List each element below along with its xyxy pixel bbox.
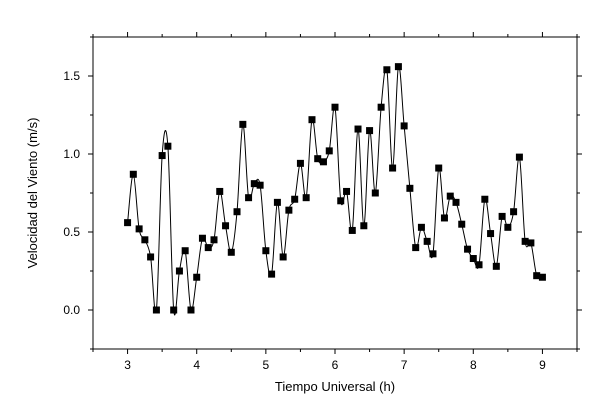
data-point bbox=[233, 208, 241, 216]
x-tick-label: 7 bbox=[401, 358, 408, 372]
data-point bbox=[147, 253, 155, 261]
data-point bbox=[210, 236, 218, 244]
data-point bbox=[325, 147, 333, 155]
data-point bbox=[412, 244, 420, 252]
x-tick-label: 5 bbox=[263, 358, 270, 372]
data-point bbox=[279, 253, 287, 261]
data-point bbox=[331, 103, 339, 111]
data-point bbox=[198, 234, 206, 242]
data-point bbox=[538, 273, 546, 281]
data-point bbox=[302, 194, 310, 202]
y-tick-label: 0.0 bbox=[63, 303, 80, 317]
data-markers bbox=[124, 63, 546, 314]
x-tick-label: 8 bbox=[470, 358, 477, 372]
data-point bbox=[487, 230, 495, 238]
data-point bbox=[533, 272, 541, 280]
data-point bbox=[458, 220, 466, 228]
data-point bbox=[204, 244, 212, 252]
data-point bbox=[245, 194, 253, 202]
data-point bbox=[521, 237, 529, 245]
data-point bbox=[452, 198, 460, 206]
data-point bbox=[515, 153, 523, 161]
data-point bbox=[417, 223, 425, 231]
data-point bbox=[268, 270, 276, 278]
data-point bbox=[377, 103, 385, 111]
x-tick-label: 3 bbox=[124, 358, 131, 372]
data-point bbox=[216, 187, 224, 195]
data-point bbox=[481, 195, 489, 203]
data-point bbox=[256, 181, 264, 189]
data-point bbox=[492, 262, 500, 270]
data-point bbox=[296, 159, 304, 167]
data-point bbox=[435, 164, 443, 172]
x-tick-label: 4 bbox=[193, 358, 200, 372]
data-point bbox=[343, 187, 351, 195]
data-point bbox=[273, 198, 281, 206]
data-point bbox=[389, 164, 397, 172]
data-point bbox=[383, 66, 391, 74]
data-point bbox=[510, 208, 518, 216]
data-point bbox=[135, 225, 143, 233]
data-point bbox=[360, 222, 368, 230]
data-point bbox=[394, 63, 402, 71]
data-point bbox=[181, 247, 189, 255]
data-point bbox=[423, 237, 431, 245]
data-point bbox=[446, 192, 454, 200]
plot-frame bbox=[92, 36, 578, 350]
data-point bbox=[371, 189, 379, 197]
y-tick-label: 1.0 bbox=[63, 147, 80, 161]
data-point bbox=[193, 273, 201, 281]
data-point bbox=[498, 212, 506, 220]
data-point bbox=[164, 142, 172, 150]
data-point bbox=[250, 180, 258, 188]
data-point bbox=[227, 248, 235, 256]
data-point bbox=[170, 306, 178, 314]
tick-labels: 3 4 5 6 7 8 9 0.0 0.5 1.0 1.5 bbox=[63, 69, 546, 372]
data-point bbox=[475, 261, 483, 269]
data-point bbox=[291, 195, 299, 203]
data-point bbox=[464, 245, 472, 253]
data-point bbox=[308, 116, 316, 124]
data-point bbox=[366, 127, 374, 135]
data-point bbox=[262, 247, 270, 255]
axis-ticks bbox=[88, 32, 582, 354]
data-point bbox=[175, 267, 183, 275]
x-tick-label: 6 bbox=[332, 358, 339, 372]
data-point bbox=[222, 222, 230, 230]
data-point bbox=[158, 152, 166, 160]
data-point bbox=[337, 197, 345, 205]
data-point bbox=[400, 122, 408, 130]
data-point bbox=[285, 206, 293, 214]
data-point bbox=[469, 255, 477, 263]
data-point bbox=[319, 158, 327, 166]
data-point bbox=[429, 250, 437, 258]
y-axis-title: Velocidad del Viento (m/s) bbox=[25, 118, 40, 269]
data-point bbox=[187, 306, 195, 314]
data-point bbox=[348, 226, 356, 234]
x-tick-label: 9 bbox=[539, 358, 546, 372]
data-point bbox=[527, 239, 535, 247]
data-point bbox=[124, 219, 132, 227]
series-line bbox=[127, 65, 543, 316]
x-axis-title: Tiempo Universal (h) bbox=[275, 379, 395, 394]
data-point bbox=[314, 155, 322, 163]
data-point bbox=[129, 170, 137, 178]
data-point bbox=[152, 306, 160, 314]
data-point bbox=[504, 223, 512, 231]
data-point bbox=[354, 125, 362, 133]
y-tick-label: 0.5 bbox=[63, 225, 80, 239]
data-point bbox=[440, 214, 448, 222]
data-point bbox=[239, 120, 247, 128]
data-point bbox=[141, 236, 149, 244]
data-point bbox=[406, 184, 414, 192]
y-tick-label: 1.5 bbox=[63, 69, 80, 83]
